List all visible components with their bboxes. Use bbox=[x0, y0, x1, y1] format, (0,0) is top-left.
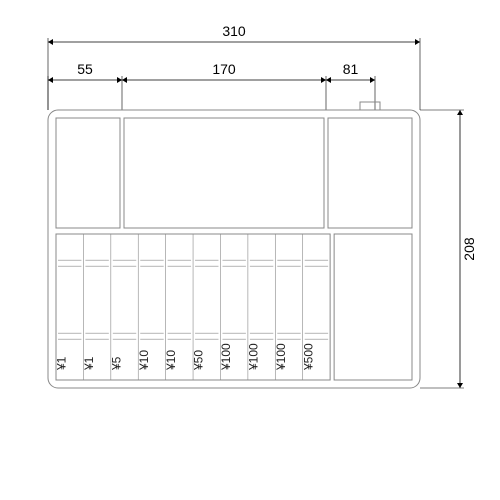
top-compartment-2 bbox=[124, 118, 324, 228]
dimension-drawing: 310 55 170 81 208 ¥1 ¥1 ¥5 ¥10 ¥10 ¥50 ¥100 ¥100 ¥100… bbox=[0, 0, 500, 500]
coin-slot-label-7: ¥100 bbox=[246, 343, 260, 371]
tray-outline bbox=[48, 110, 420, 388]
coin-slot-label-4: ¥10 bbox=[164, 350, 178, 371]
coin-slot-label-6: ¥100 bbox=[219, 343, 233, 371]
coin-slot-label-5: ¥50 bbox=[192, 350, 206, 371]
top-compartment-1 bbox=[56, 118, 120, 228]
coin-slot-label-3: ¥10 bbox=[137, 350, 151, 371]
coin-slot-label-0: ¥1 bbox=[55, 356, 69, 371]
top-compartment-3 bbox=[328, 118, 412, 228]
dim-top-right: 81 bbox=[343, 61, 359, 77]
dim-top-left: 55 bbox=[77, 61, 93, 77]
dim-top-mid: 170 bbox=[212, 61, 236, 77]
right-compartment bbox=[334, 234, 412, 380]
dimensions-top: 310 55 170 81 bbox=[48, 23, 420, 110]
tray-notch bbox=[360, 102, 380, 110]
coin-slot-label-8: ¥100 bbox=[274, 343, 288, 371]
dimension-side: 208 bbox=[420, 110, 477, 388]
tray: ¥1 ¥1 ¥5 ¥10 ¥10 ¥50 ¥100 ¥100 ¥100 ¥500 bbox=[48, 102, 420, 388]
dim-side: 208 bbox=[461, 237, 477, 261]
coin-slot-label-2: ¥5 bbox=[109, 356, 123, 371]
coin-slot-label-1: ¥1 bbox=[82, 356, 96, 371]
dim-top-total: 310 bbox=[222, 23, 246, 39]
coin-slot-label-9: ¥500 bbox=[301, 343, 315, 371]
